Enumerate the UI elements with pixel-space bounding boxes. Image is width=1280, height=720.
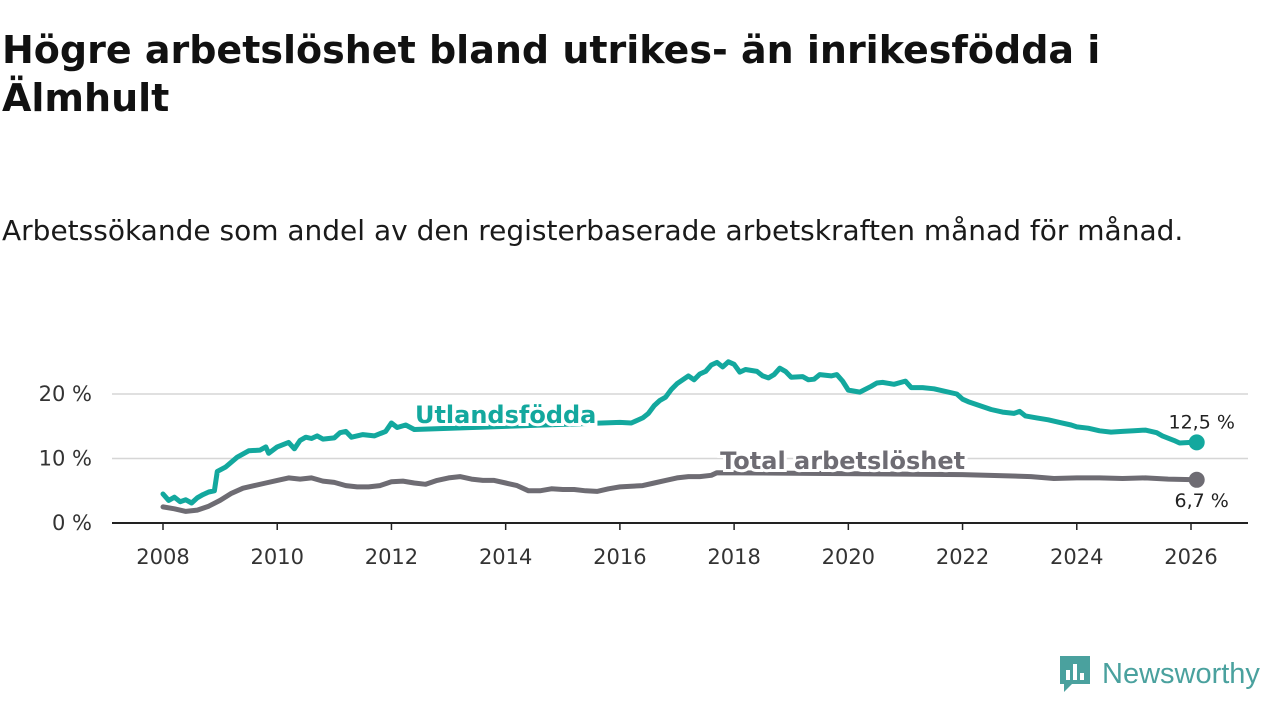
newsworthy-logo-icon [1060, 656, 1090, 692]
end-value-label-total: 6,7 % [1175, 490, 1229, 512]
chart-subtitle: Arbetssökande som andel av den registerb… [2, 214, 1184, 247]
end-value-label-utlandsfodda: 12,5 % [1169, 411, 1235, 433]
x-tick-label: 2022 [936, 545, 989, 569]
series-lines [160, 359, 1200, 514]
y-tick-label: 0 % [52, 511, 92, 535]
x-tick-label: 2026 [1164, 545, 1217, 569]
series-label-utlandsfodda: Utlandsfödda [415, 401, 596, 429]
brand-name: Newsworthy [1102, 657, 1260, 690]
series-line-total [160, 470, 1200, 514]
x-tick-label: 2016 [593, 545, 646, 569]
x-tick-label: 2020 [822, 545, 875, 569]
x-tick-label: 2024 [1050, 545, 1103, 569]
x-axis: 2008 2010 2012 2014 2016 2018 2020 2022 2024 2026 [136, 523, 1218, 569]
series-label-total: Total arbetslöshet [720, 447, 965, 475]
x-tick-label: 2012 [365, 545, 418, 569]
page-title: Högre arbetslöshet bland utrikes- än inr… [2, 28, 1101, 120]
end-point-total [1188, 471, 1205, 488]
end-point-utlandsfodda [1188, 434, 1205, 451]
gridlines: 0 % 10 % 20 % [39, 382, 1248, 535]
x-tick-label: 2010 [250, 545, 303, 569]
x-tick-label: 2018 [707, 545, 760, 569]
x-tick-label: 2008 [136, 545, 189, 569]
y-tick-label: 20 % [39, 382, 92, 406]
series-labels: Utlandsfödda Total arbetslöshet 12,5 % 6,7 … [412, 398, 1237, 514]
series-line-utlandsfodda [160, 359, 1200, 506]
y-tick-label: 10 % [39, 447, 92, 471]
newsworthy-brand: Newsworthy [1058, 654, 1260, 694]
x-tick-label: 2014 [479, 545, 532, 569]
